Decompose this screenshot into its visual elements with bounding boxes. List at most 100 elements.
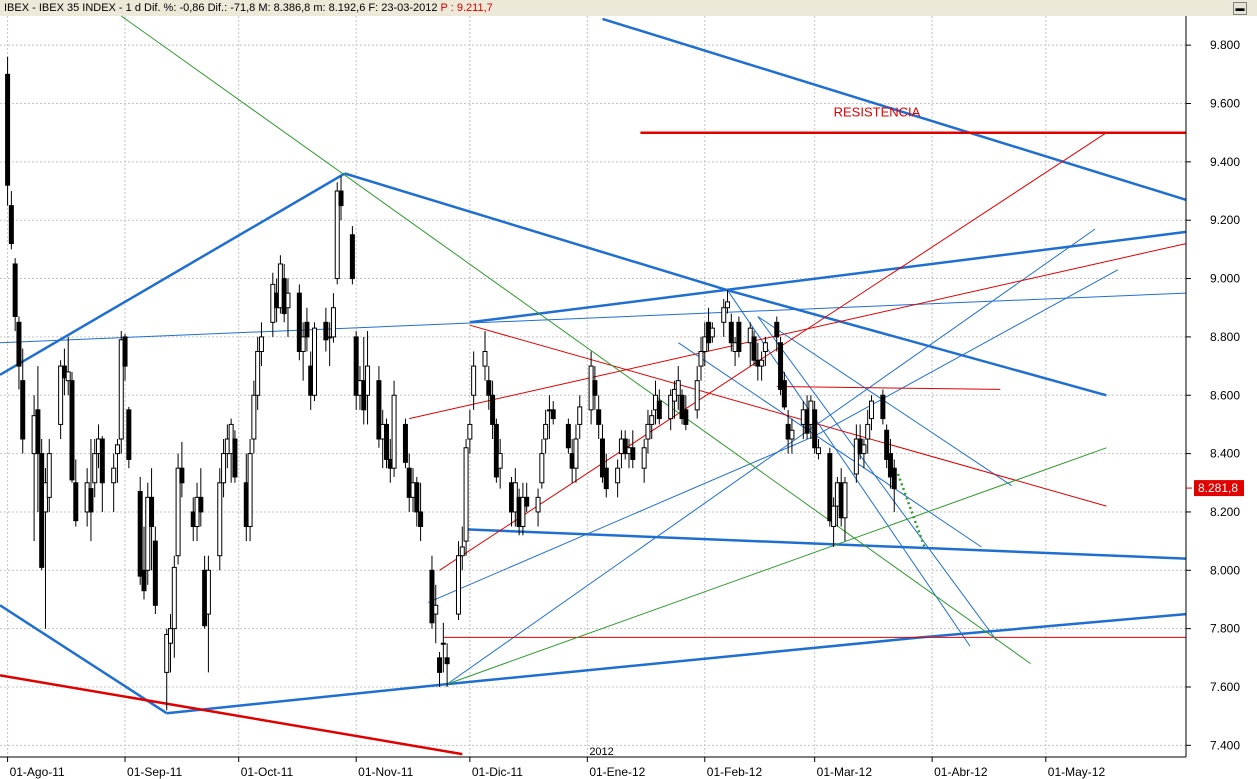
resistance-label: RESISTENCIA [834,105,921,120]
candle-body [92,453,98,484]
trendline-blue [757,316,997,641]
candle-body [353,336,359,396]
trendline-red [409,243,1187,420]
candle-body [728,321,734,344]
candle-body [16,321,22,367]
grid [0,16,1186,757]
candle-body [679,394,685,420]
candle-body [880,394,886,420]
candle-body [599,438,605,478]
candle-body [656,400,662,420]
x-tick-label: 01-Oct-11 [241,765,294,779]
candle-body [179,467,185,484]
candle-body [683,409,689,425]
candle-body [789,429,795,440]
candle-body [437,657,443,673]
trendline-blue [0,292,1187,344]
y-tick-label: 9.800 [1210,38,1240,52]
candle-body [383,423,389,460]
candle-body [8,205,14,245]
window-menu-icon[interactable]: ▬ [1233,2,1247,15]
candle-body [490,394,496,425]
candle-body [376,380,382,440]
candle-body [721,307,727,323]
candle-body [444,657,450,665]
candle-body [649,415,655,425]
y-tick-label: 8.400 [1210,447,1240,461]
candle-body [349,234,355,280]
trendline-green [446,447,1107,685]
header-price: P : 9.211,7 [440,2,493,14]
x-tick-label: 01-Sep-11 [127,765,182,779]
candle-body [668,394,674,420]
candle-body [459,546,465,557]
candle-body [137,491,143,577]
candle-body [300,336,306,352]
candle-body [550,409,556,420]
candle-body [812,409,818,449]
trendline-blue [678,342,982,548]
candle-body [232,438,238,478]
candle-body [258,336,264,352]
candle-body [304,321,310,338]
candle-body [455,555,461,615]
candle-body [118,339,124,440]
candle-body [122,336,128,367]
candle-body [463,447,469,542]
candle-body [759,359,765,367]
candle-body [418,511,424,528]
candle-body [630,447,636,460]
candle-body [577,406,583,425]
candle-body [126,409,132,460]
trendline-blue [602,17,1187,201]
x-tick-label: 01-Nov-11 [358,765,413,779]
candle-body [338,190,344,207]
candle-body [111,467,117,484]
candle-body [99,438,105,484]
candle-body [5,73,11,186]
candle-body [622,438,628,455]
candle-body [429,569,435,624]
candle-body [35,409,41,455]
candle-body [149,496,155,528]
candle-body [467,423,473,440]
candle-body [205,569,211,615]
candle-body [65,371,71,382]
candle-body [520,496,526,528]
candle-body [675,380,681,396]
trendline-red [439,132,1107,571]
candle-body [861,444,867,455]
candle-body [762,342,768,352]
candle-body [869,400,875,420]
candle-body [296,292,302,352]
candle-body [114,444,120,455]
header-info: IBEX - IBEX 35 INDEX - 1 d Dif. %: -0,86… [4,0,493,16]
candle-body [311,327,317,396]
candle-body [171,566,177,630]
chart-header-bar: IBEX - IBEX 35 INDEX - 1 d Dif. %: -0,86… [0,0,1257,17]
y-tick-label: 9.600 [1210,97,1240,111]
candle-body [88,488,94,513]
x-tick-label: 01-Feb-12 [707,765,763,779]
candle-body [391,394,397,469]
candle-body [842,482,848,519]
last-price-box [1194,480,1244,497]
candle-body [251,394,257,440]
candle-body [20,380,26,440]
last-price-label: 8.281,8 [1198,481,1238,495]
y-tick-label: 8.800 [1210,330,1240,344]
candle-body [440,642,446,645]
candle-body [141,569,147,592]
candle-body [482,350,488,367]
candle-body [725,301,731,309]
candle-body [493,423,499,478]
x-tick-label: 01-May-12 [1048,765,1106,779]
trendline-blue [469,230,1187,324]
candle-body [365,365,371,396]
candle-body [255,350,261,396]
x-tick-label: 01-Ene-12 [589,765,645,779]
candle-body [736,321,742,352]
candle-body [694,380,700,411]
candle-body [152,540,158,606]
